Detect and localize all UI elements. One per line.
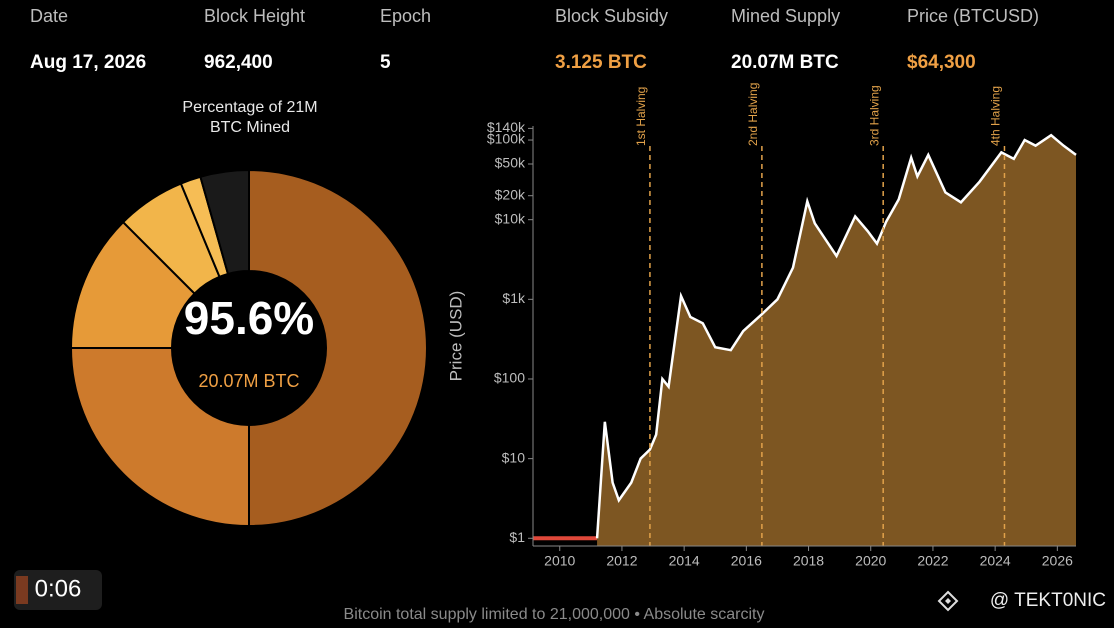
- center-sublabel: 20.07M BTC: [198, 371, 299, 391]
- x-tick-label: 2018: [793, 553, 824, 569]
- x-tick-label: 2014: [669, 553, 700, 569]
- area: [597, 135, 1076, 546]
- stat-label: Date: [30, 6, 68, 26]
- stat-value: 5: [380, 52, 391, 73]
- stat-label: Block Height: [204, 6, 305, 26]
- center-label: 95.6%: [184, 292, 314, 344]
- y-tick-label: $10: [502, 449, 526, 465]
- stat-value: $64,300: [907, 52, 976, 73]
- y-tick-label: $10k: [495, 210, 526, 226]
- x-tick-label: 2012: [606, 553, 637, 569]
- footer: Bitcoin total supply limited to 21,000,0…: [344, 606, 765, 623]
- stat-value: Aug 17, 2026: [30, 52, 146, 73]
- y-tick-label: $1: [509, 529, 525, 545]
- stat-value: 3.125 BTC: [555, 52, 647, 73]
- halving-label: 1st Halving: [634, 87, 648, 146]
- stat-value: 962,400: [204, 52, 273, 73]
- x-tick-label: 2024: [980, 553, 1011, 569]
- x-tick-label: 2010: [544, 553, 575, 569]
- x-tick-label: 2016: [731, 553, 762, 569]
- stat-label: Price (BTCUSD): [907, 6, 1039, 26]
- halving-label: 3rd Halving: [867, 85, 881, 146]
- logo: [937, 590, 959, 612]
- stat-label: Epoch: [380, 6, 431, 26]
- stat-label: Mined Supply: [731, 6, 840, 26]
- halving-label: 4th Halving: [989, 86, 1003, 146]
- y-tick-label: $140k: [487, 119, 526, 135]
- halving-label: 2nd Halving: [746, 83, 760, 146]
- pie-hole: [172, 271, 326, 425]
- x-tick-label: 2020: [855, 553, 886, 569]
- watermark: @ TEKT0NIC: [990, 590, 1106, 611]
- y-tick-label: $20k: [495, 186, 526, 202]
- y-axis-label: Price (USD): [446, 291, 465, 382]
- stat-label: Block Subsidy: [555, 6, 668, 26]
- price-line: [595, 133, 1077, 539]
- y-tick-label: $100k: [487, 131, 526, 147]
- y-tick-label: $50k: [495, 155, 526, 171]
- x-tick-label: 2022: [917, 553, 948, 569]
- y-tick-label: $1k: [502, 290, 526, 306]
- pie-title: Percentage of 21M BTC Mined: [182, 99, 318, 136]
- y-tick-label: $100: [494, 370, 525, 386]
- timestamp: 0:06: [35, 575, 82, 602]
- thumbnail: [16, 576, 28, 604]
- timestamp-box: [14, 570, 102, 610]
- x-tick-label: 2026: [1042, 553, 1073, 569]
- stat-value: 20.07M BTC: [731, 52, 839, 73]
